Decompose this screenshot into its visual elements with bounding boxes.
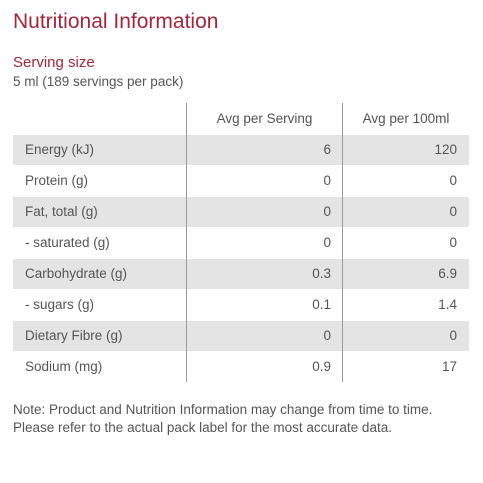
per-100ml-value: 17 (342, 351, 469, 382)
nutrient-name: Protein (g) (13, 165, 187, 197)
per-serving-value: 0 (186, 196, 343, 228)
nutrition-table: Avg per Serving Avg per 100ml Energy (kJ… (13, 103, 469, 382)
page-title: Nutritional Information (13, 10, 219, 33)
table-header-row: Avg per Serving Avg per 100ml (13, 103, 469, 135)
table-row: Protein (g) 0 0 (13, 165, 469, 197)
per-100ml-value: 6.9 (342, 258, 469, 290)
per-100ml-value: 1.4 (342, 289, 469, 321)
per-serving-value: 0.9 (186, 351, 343, 382)
table-row: Sodium (mg) 0.9 17 (13, 351, 469, 382)
nutrient-name: - sugars (g) (13, 289, 187, 321)
table-row: Energy (kJ) 6 120 (13, 134, 469, 166)
nutrient-name: Dietary Fibre (g) (13, 320, 187, 352)
header-per-serving: Avg per Serving (186, 103, 343, 135)
table-row: Dietary Fibre (g) 0 0 (13, 320, 469, 352)
nutrient-name: Fat, total (g) (13, 196, 187, 228)
table-row: Carbohydrate (g) 0.3 6.9 (13, 258, 469, 290)
per-100ml-value: 0 (342, 227, 469, 259)
disclaimer-note: Note: Product and Nutrition Information … (13, 402, 433, 435)
per-serving-value: 0.3 (186, 258, 343, 290)
per-100ml-value: 0 (342, 196, 469, 228)
per-serving-value: 0.1 (186, 289, 343, 321)
nutrient-name: - saturated (g) (13, 227, 187, 259)
table-row: - sugars (g) 0.1 1.4 (13, 289, 469, 321)
header-nutrient (13, 103, 187, 135)
serving-size-value: 5 ml (189 servings per pack) (13, 74, 184, 89)
nutrient-name: Carbohydrate (g) (13, 258, 187, 290)
per-100ml-value: 0 (342, 165, 469, 197)
per-100ml-value: 0 (342, 320, 469, 352)
per-100ml-value: 120 (342, 134, 469, 166)
per-serving-value: 0 (186, 165, 343, 197)
per-serving-value: 0 (186, 227, 343, 259)
per-serving-value: 0 (186, 320, 343, 352)
header-per-100ml: Avg per 100ml (362, 111, 450, 126)
nutrient-name: Sodium (mg) (13, 351, 187, 382)
table-row: Fat, total (g) 0 0 (13, 196, 469, 228)
serving-size-label: Serving size (13, 54, 95, 71)
table-row: - saturated (g) 0 0 (13, 227, 469, 259)
per-serving-value: 6 (186, 134, 343, 166)
nutrient-name: Energy (kJ) (13, 134, 187, 166)
